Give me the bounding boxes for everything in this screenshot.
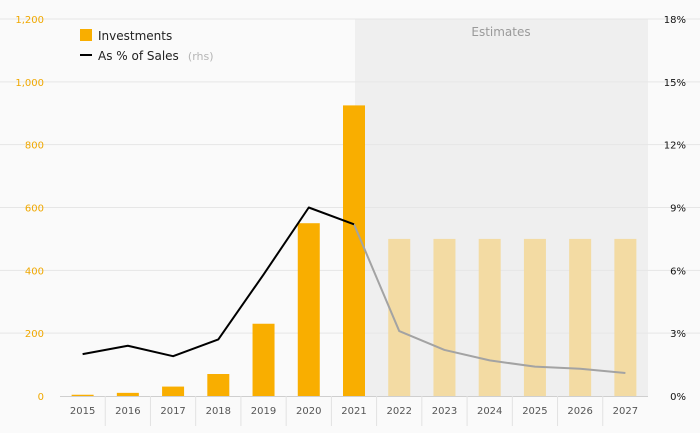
left-axis: 0 200 400 600 800 1,000 1,200: [15, 15, 44, 403]
investment-bars: [71, 105, 637, 396]
x-tick-label: 2018: [206, 406, 231, 417]
x-tick-label: 2026: [567, 406, 592, 417]
x-tick-label: 2022: [387, 406, 412, 417]
left-tick-label: 600: [25, 204, 44, 215]
right-tick-label: 9%: [670, 204, 686, 215]
pct-sales-line-actual: [82, 206, 355, 358]
left-tick-label: 200: [25, 329, 44, 340]
bar-2027: [614, 238, 637, 396]
legend-swatch-investments: [80, 29, 92, 41]
legend-label-rhs: (rhs): [188, 50, 214, 63]
right-tick-label: 3%: [670, 329, 686, 340]
legend-label-pct-sales-text: As % of Sales: [98, 49, 179, 63]
x-tick-label: 2015: [70, 406, 95, 417]
x-tick-label: 2016: [115, 406, 140, 417]
x-axis: 2015 2016 2017 2018 2019 2020 2021 2022 2023 2024…: [70, 396, 638, 426]
bar-2022: [388, 238, 411, 396]
x-tick-label: 2021: [341, 406, 366, 417]
x-tick-label: 2019: [251, 406, 276, 417]
bar-2019: [252, 323, 275, 396]
right-tick-label: 15%: [664, 78, 686, 89]
bar-2015: [71, 394, 94, 396]
left-tick-label: 1,000: [15, 78, 44, 89]
pct-sales-line: [82, 206, 626, 374]
bar-2025: [523, 238, 546, 396]
bar-2023: [433, 238, 456, 396]
right-tick-label: 0%: [670, 392, 686, 403]
estimates-label: Estimates: [471, 25, 530, 39]
x-tick-label: 2027: [613, 406, 638, 417]
legend: Investments As % of Sales (rhs): [80, 29, 214, 64]
right-tick-label: 18%: [664, 15, 686, 26]
left-tick-label: 800: [25, 141, 44, 152]
x-tick-label: 2025: [522, 406, 547, 417]
bar-2016: [116, 392, 139, 396]
bar-2018: [207, 374, 230, 396]
legend-label-pct-sales: As % of Sales (rhs): [98, 45, 214, 64]
bar-2026: [569, 238, 592, 396]
right-tick-label: 12%: [664, 141, 686, 152]
bar-2021: [343, 105, 365, 396]
bar-2020: [297, 223, 320, 396]
right-axis: 0% 3% 6% 9% 12% 15% 18%: [664, 15, 686, 403]
legend-label-investments: Investments: [98, 29, 172, 43]
x-tick-label: 2024: [477, 406, 502, 417]
left-tick-label: 400: [25, 266, 44, 277]
x-tick-label: 2023: [432, 406, 457, 417]
x-tick-label: 2017: [160, 406, 185, 417]
bar-2017: [162, 386, 185, 396]
right-tick-label: 6%: [670, 266, 686, 277]
left-tick-label: 0: [38, 392, 44, 403]
bar-2024: [478, 238, 501, 396]
left-tick-label: 1,200: [15, 15, 44, 26]
x-tick-label: 2020: [296, 406, 321, 417]
pct-sales-line-estimate: [353, 223, 626, 374]
